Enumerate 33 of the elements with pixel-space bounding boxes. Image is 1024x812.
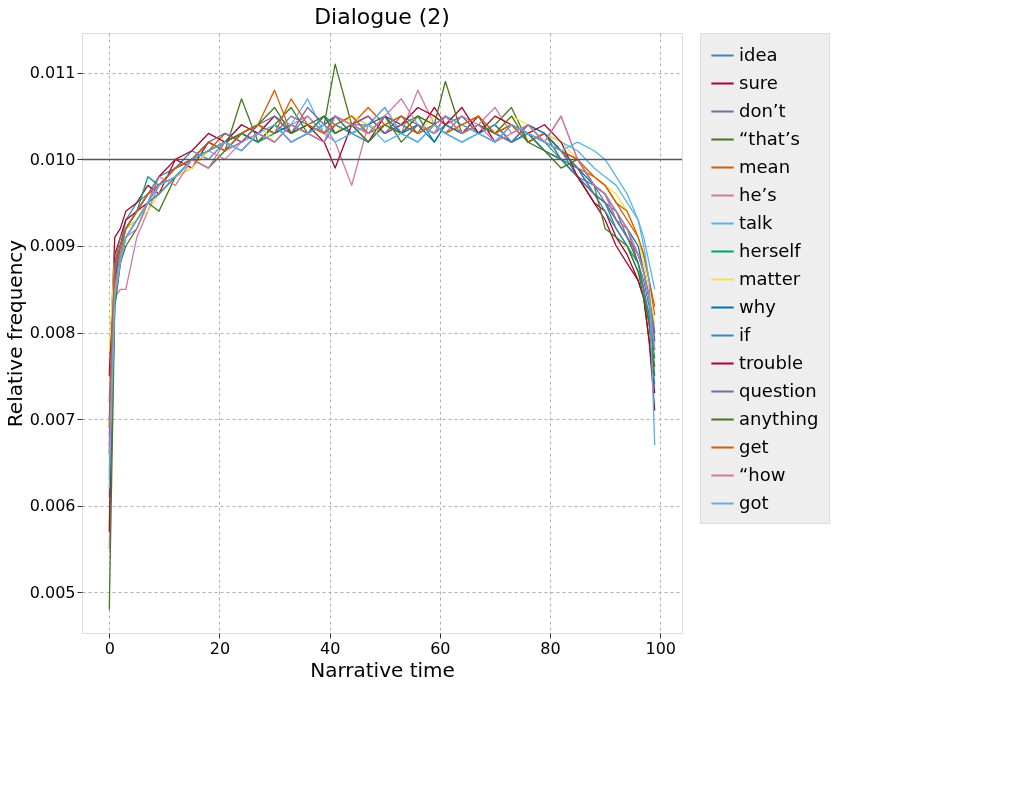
y-axis-title: Relative frequency — [2, 239, 27, 428]
x-tick-label: 100 — [645, 638, 677, 658]
y-tick-label: 0.005 — [29, 582, 76, 602]
x-tick-label: 40 — [319, 638, 341, 658]
x-tick-label: 0 — [104, 638, 115, 658]
y-tick-label: 0.006 — [29, 496, 76, 516]
legend-label: if — [739, 323, 751, 345]
legend-label: anything — [739, 407, 819, 429]
y-tick-label: 0.007 — [29, 409, 76, 429]
legend-label: mean — [739, 155, 791, 177]
legend-label: “how — [739, 463, 786, 485]
legend-label: sure — [739, 71, 778, 93]
legend-label: idea — [739, 43, 778, 65]
legend-label: talk — [739, 211, 774, 233]
x-tick-label: 80 — [540, 638, 561, 658]
legend-label: got — [739, 491, 769, 513]
legend-label: why — [739, 295, 777, 317]
legend-label: he’s — [739, 183, 777, 205]
legend-label: matter — [739, 267, 801, 289]
x-tick-label: 20 — [209, 638, 231, 658]
y-tick-label: 0.011 — [29, 63, 76, 83]
y-tick-label: 0.009 — [29, 236, 76, 256]
y-tick-label: 0.010 — [29, 149, 76, 169]
legend-label: get — [739, 435, 769, 457]
legend-label: question — [739, 379, 817, 401]
legend-label: trouble — [739, 351, 803, 373]
y-tick-label: 0.008 — [29, 323, 76, 343]
legend-label: herself — [739, 239, 802, 261]
legend-label: don’t — [739, 99, 786, 121]
chart-title: Dialogue (2) — [314, 3, 450, 29]
x-tick-label: 60 — [430, 638, 451, 658]
legend-label: “that’s — [739, 127, 800, 149]
x-axis-title: Narrative time — [310, 657, 455, 682]
